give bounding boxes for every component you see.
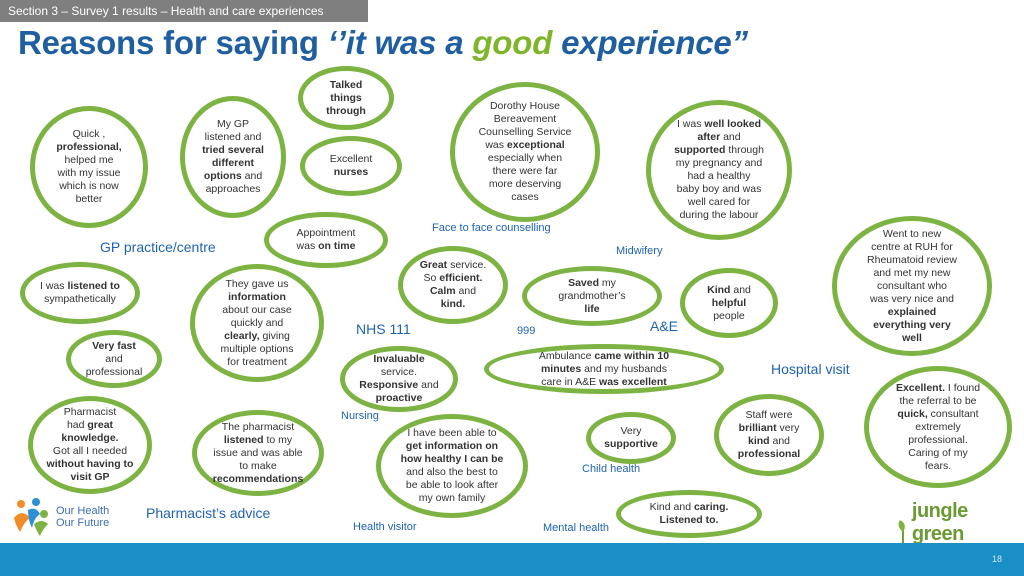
bubble-dorothy-house: Dorothy House Bereavement Counselling Serv… (450, 82, 600, 222)
bubble-info-case: They gave us information about our case qui… (190, 264, 324, 382)
bubble-listened-sympathetically: I was listened to sympathetically (20, 262, 140, 324)
section-tab: Section 3 – Survey 1 results – Health an… (0, 0, 368, 22)
bubble-ambulance: Ambulance came within 10 minutes and my h… (484, 344, 724, 394)
bubble-kind-helpful: Kind and helpful people (680, 268, 778, 338)
bubble-gp-listened: My GP listened and tried several different o… (180, 96, 286, 218)
label-pharmacist-advice: Pharmacist’s advice (146, 505, 271, 521)
label-child-health: Child health (582, 463, 641, 475)
page-title: Reasons for saying ‘’it was a good exper… (18, 24, 748, 61)
bubble-saved-life: Saved my grandmother’s life (522, 266, 662, 326)
label-midwifery: Midwifery (616, 245, 663, 257)
label-999: 999 (517, 325, 536, 337)
page-number: 18 (991, 554, 1002, 564)
bubble-talked-things-through: Talked things through (298, 66, 394, 130)
bubble-mental-health: Kind and caring. Listened to. (616, 490, 762, 538)
bubble-pharmacist-knowledge: Pharmacist had great knowledge. Got all I n… (28, 396, 152, 494)
bubble-well-looked-after: I was well looked after and supported thro… (646, 100, 792, 240)
bubble-health-visitor: I have been able to get information on how… (376, 414, 528, 518)
bubble-invaluable-service: Invaluable service. Responsive and proactiv… (340, 346, 458, 412)
our-health-our-future-logo: Our Health Our Future (10, 496, 109, 538)
label-hospital-visit: Hospital visit (771, 361, 850, 377)
logo-text-line1: Our Health (56, 505, 110, 517)
label-gp-practice: GP practice/centre (100, 239, 216, 255)
label-mental-health: Mental health (543, 522, 610, 534)
bubble-appointment-on-time: Appointment was on time (264, 212, 388, 268)
bubble-ruh-consultant: Went to new centre at RUH for Rheumatoid r… (832, 216, 992, 356)
bubble-excellent-nurses: Excellent nurses (300, 136, 402, 196)
label-health-visitor: Health visitor (353, 521, 417, 533)
label-nursing: Nursing (341, 410, 379, 422)
label-face-to-face: Face to face counselling (432, 222, 551, 234)
footer-bar (0, 543, 1024, 576)
bubble-very-fast: Very fast and professional (66, 330, 162, 388)
jungle-green-logo: jungle green (896, 500, 1024, 546)
bubble-pharmacist-listened: The pharmacist listened to my issue and wa… (192, 410, 324, 496)
label-nhs111: NHS 111 (356, 321, 411, 337)
bubble-staff-brilliant: Staff were brilliant very kind and professi… (714, 394, 824, 476)
bubble-excellent-referral: Excellent. I found the referral to be quic… (864, 366, 1012, 488)
label-ae: A&E (650, 318, 679, 334)
people-icon (14, 498, 48, 536)
bubble-quick-professional: Quick , professional, helped me with my iss… (30, 106, 148, 228)
bubble-nhs111-service: Great service. So efficient. Calm and kind. (398, 246, 508, 324)
logo-text-line2: Our Future (56, 517, 110, 529)
bubble-very-supportive: Very supportive (586, 412, 676, 464)
